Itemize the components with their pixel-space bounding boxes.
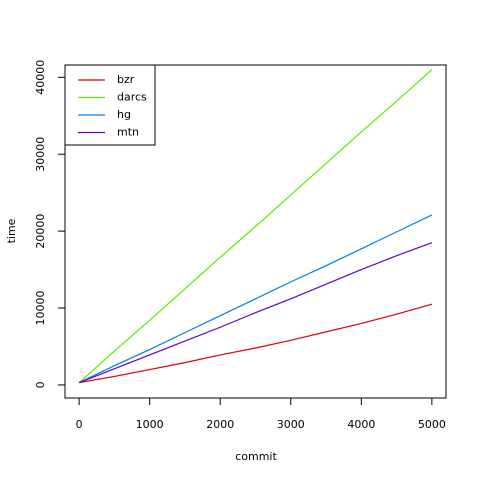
x-tick-label: 4000 [347, 418, 375, 431]
legend-label: bzr [117, 73, 135, 86]
y-tick-label: 30000 [34, 137, 47, 172]
y-tick-label: 20000 [34, 214, 47, 249]
legend-label: hg [117, 108, 131, 121]
series-line [78, 242, 433, 384]
y-tick-label: 0 [34, 381, 47, 388]
series-line [78, 214, 433, 384]
legend-box [64, 64, 156, 146]
x-tick-label: 3000 [277, 418, 305, 431]
x-axis-label: commit [235, 450, 277, 463]
series-line [78, 69, 433, 384]
x-tick-label: 0 [76, 418, 83, 431]
y-tick-label: 10000 [34, 291, 47, 326]
x-tick-label: 5000 [418, 418, 446, 431]
y-axis-label: time [5, 218, 18, 243]
x-tick-label: 2000 [206, 418, 234, 431]
x-tick-label: 1000 [136, 418, 164, 431]
series-line [79, 303, 433, 384]
legend-label: darcs [117, 91, 147, 104]
legend-label: mtn [117, 126, 139, 139]
y-tick-label: 40000 [34, 60, 47, 95]
